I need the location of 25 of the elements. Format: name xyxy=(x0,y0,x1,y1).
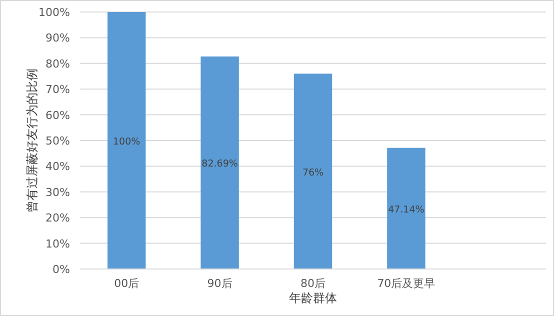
y-tick-label: 0% xyxy=(52,263,70,276)
x-tick-label: 70后及更早 xyxy=(377,277,436,290)
y-tick-label: 60% xyxy=(46,108,70,122)
y-tick-label: 50% xyxy=(46,134,70,148)
y-tick-label: 80% xyxy=(46,57,70,70)
bar xyxy=(294,74,332,269)
y-tick-label: 100% xyxy=(38,6,70,19)
data-label: 82.69% xyxy=(202,158,238,170)
x-tick-label: 90后 xyxy=(207,277,232,290)
x-tick-label: 80后 xyxy=(300,277,326,290)
y-tick-label: 90% xyxy=(46,32,70,45)
data-label: 76% xyxy=(302,167,324,178)
y-tick-label: 20% xyxy=(46,212,70,225)
x-axis-title: 年龄群体 xyxy=(289,291,337,305)
x-tick-label: 00后 xyxy=(114,277,140,290)
bar xyxy=(107,12,146,269)
bar xyxy=(200,56,239,269)
y-tick-label: 40% xyxy=(46,160,70,174)
y-tick-label: 10% xyxy=(46,237,70,250)
data-label: 100% xyxy=(113,136,140,148)
y-axis-title: 曾有过屏蔽好友行为的比例 xyxy=(25,68,39,212)
data-label: 47.14% xyxy=(388,204,424,216)
bar xyxy=(387,148,426,269)
y-tick-label: 30% xyxy=(46,186,70,199)
y-tick-label: 70% xyxy=(46,83,70,96)
